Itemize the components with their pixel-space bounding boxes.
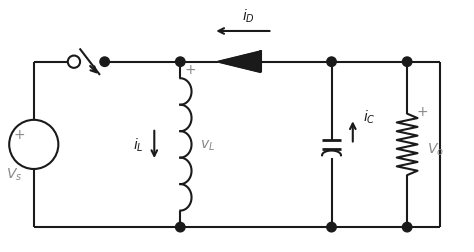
Circle shape [175, 58, 185, 67]
Polygon shape [218, 52, 261, 73]
Circle shape [100, 58, 109, 67]
Circle shape [402, 223, 412, 232]
Circle shape [327, 223, 336, 232]
Text: $V_o$: $V_o$ [427, 141, 444, 158]
Text: +: + [14, 128, 26, 141]
Text: $i_C$: $i_C$ [363, 108, 376, 125]
Text: +: + [185, 63, 197, 77]
Text: $v_L$: $v_L$ [200, 138, 215, 152]
Circle shape [175, 223, 185, 232]
Circle shape [402, 58, 412, 67]
Text: +: + [417, 105, 428, 119]
Circle shape [327, 58, 336, 67]
Text: $i_D$: $i_D$ [242, 8, 255, 25]
Text: $i_L$: $i_L$ [133, 136, 144, 153]
Text: $V_s$: $V_s$ [6, 166, 22, 182]
